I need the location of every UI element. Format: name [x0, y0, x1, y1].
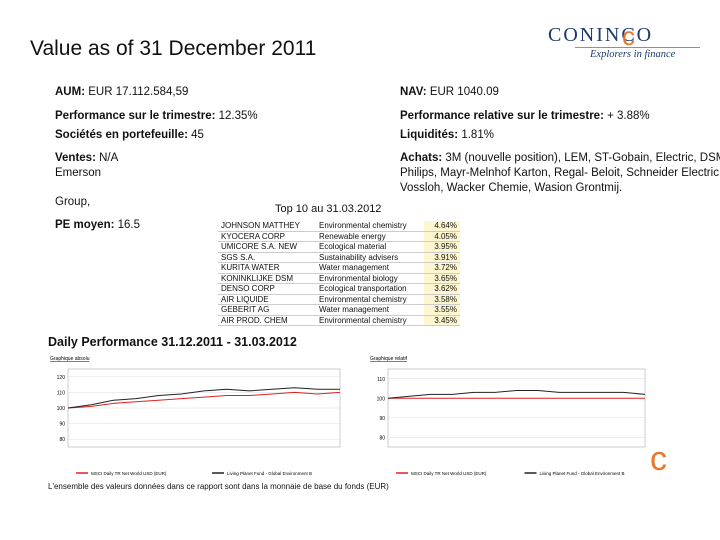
- table-cell: DENSO CORP: [218, 283, 317, 295]
- label: Ventes:: [55, 152, 96, 164]
- legend-label: MSCI Daily TR Net World USD (EUR): [411, 471, 487, 476]
- legend-label: Living Planet Fund - Global Environment …: [227, 471, 312, 476]
- table-row: KYOCERA CORP Renewable energy 4.05%: [218, 231, 460, 242]
- table-cell: Sustainability advisers: [316, 252, 424, 263]
- chart: Graphique relatif 80 90 100 110 MSCI Daily TR…: [370, 356, 646, 476]
- table-cell: AIR LIQUIDE: [218, 294, 317, 305]
- table-row: DENSO CORP Ecological transportation 3.62%: [218, 283, 460, 295]
- table-cell: 4.64%: [424, 221, 460, 232]
- table-cell: JOHNSON MATTHEY: [218, 221, 317, 232]
- chart-title: Graphique absolu: [50, 356, 90, 362]
- table-row: AIR LIQUIDE Environmental chemistry 3.58%: [218, 294, 460, 305]
- table-cell: Ecological material: [316, 241, 424, 253]
- value: 3M (nouvelle position), LEM, ST-Gobain, …: [400, 152, 720, 194]
- table-cell: GEBERIT AG: [218, 304, 317, 316]
- tagline: Explorers in finance: [590, 49, 676, 60]
- value: N/A: [99, 152, 119, 164]
- value: + 3.88%: [607, 110, 650, 122]
- legend-label: Living Planet Fund - Global Environment …: [540, 471, 625, 476]
- table-title: Top 10 au 31.03.2012: [275, 203, 382, 215]
- table-cell: 3.58%: [424, 294, 460, 305]
- table-cell: Environmental chemistry: [316, 294, 424, 305]
- table-row: AIR PROD. CHEM Environmental chemistry 3.4…: [218, 315, 460, 326]
- text: Emerson: [55, 167, 102, 179]
- label: Achats:: [400, 152, 443, 164]
- y-tick-label: 80: [59, 437, 65, 443]
- label: PE moyen:: [55, 219, 115, 231]
- table-cell: Water management: [316, 304, 424, 316]
- table-cell: KYOCERA CORP: [218, 231, 317, 242]
- table-cell: Environmental biology: [316, 273, 424, 284]
- title: Value as of 31 December 2011: [30, 37, 317, 60]
- table-row: JOHNSON MATTHEY Environmental chemistry 4.…: [218, 221, 460, 232]
- table-cell: Ecological transportation: [316, 283, 424, 295]
- table-row: KURITA WATER Water management 3.72%: [218, 262, 460, 274]
- table-cell: UMICORE S.A. NEW: [218, 241, 317, 253]
- logo: CONINCO: [548, 24, 654, 46]
- table-cell: 3.72%: [424, 262, 460, 274]
- legend-label: MSCI Daily TR Net World USD (EUR): [91, 471, 167, 476]
- label: NAV:: [400, 86, 427, 98]
- label: Liquidités:: [400, 129, 459, 141]
- value: 16.5: [117, 219, 141, 231]
- table-cell: 3.45%: [424, 315, 460, 326]
- table-cell: Renewable energy: [316, 231, 424, 242]
- plot-area: [387, 368, 646, 448]
- series-line: [387, 389, 646, 399]
- value: 1.81%: [461, 129, 494, 141]
- y-tick-label: 80: [379, 435, 385, 441]
- value: 12.35%: [218, 110, 258, 122]
- table-cell: 3.62%: [424, 283, 460, 295]
- series-line: [67, 387, 340, 409]
- value: EUR 1040.09: [429, 86, 499, 98]
- table-cell: 3.95%: [424, 241, 460, 253]
- y-tick-label: 100: [377, 396, 386, 402]
- table: JOHNSON MATTHEY Environmental chemistry 4.…: [218, 221, 460, 326]
- table-cell: Water management: [316, 262, 424, 274]
- table-cell: 3.91%: [424, 252, 460, 263]
- y-tick-label: 90: [59, 422, 65, 428]
- series-line: [67, 391, 341, 409]
- label: AUM:: [55, 86, 86, 98]
- table-row: GEBERIT AG Water management 3.55%: [218, 304, 460, 316]
- table-row: SGS S.A. Sustainability advisers 3.91%: [218, 252, 460, 263]
- y-tick-label: 120: [57, 375, 66, 381]
- table-cell: 4.05%: [424, 231, 460, 242]
- y-tick-label: 110: [377, 377, 385, 383]
- y-tick-label: 110: [57, 390, 65, 396]
- logo-mark: c: [650, 440, 667, 478]
- section-title: Daily Performance 31.12.2011 - 31.03.201…: [48, 335, 297, 349]
- table-cell: KURITA WATER: [218, 262, 317, 274]
- table-cell: AIR PROD. CHEM: [218, 315, 317, 326]
- y-tick-label: 100: [57, 406, 66, 412]
- chart: Graphique absolu 80 90 100 110 120 MSCI Daily …: [50, 356, 341, 476]
- table-cell: KONINKLIJKE DSM: [218, 273, 317, 284]
- label: Sociétés en portefeuille:: [55, 129, 188, 141]
- logo-icon: c: [622, 21, 635, 51]
- chart-title: Graphique relatif: [370, 356, 408, 362]
- text: Group,: [55, 196, 91, 208]
- logo-rule: [575, 47, 700, 48]
- table-cell: SGS S.A.: [218, 252, 317, 263]
- table-row: UMICORE S.A. NEW Ecological material 3.95%: [218, 241, 460, 253]
- table-cell: 3.65%: [424, 273, 460, 284]
- table-cell: 3.55%: [424, 304, 460, 316]
- label: Performance sur le trimestre:: [55, 110, 216, 122]
- value: EUR 17.112.584,59: [88, 86, 189, 98]
- value: 45: [191, 129, 204, 141]
- table-cell: Environmental chemistry: [316, 315, 424, 326]
- label: Performance relative sur le trimestre:: [400, 110, 604, 122]
- table-row: KONINKLIJKE DSM Environmental biology 3.65…: [218, 273, 460, 284]
- footnote: L'ensemble des valeurs données dans ce r…: [48, 482, 389, 491]
- table-cell: Environmental chemistry: [316, 221, 424, 232]
- y-tick-label: 90: [379, 416, 385, 422]
